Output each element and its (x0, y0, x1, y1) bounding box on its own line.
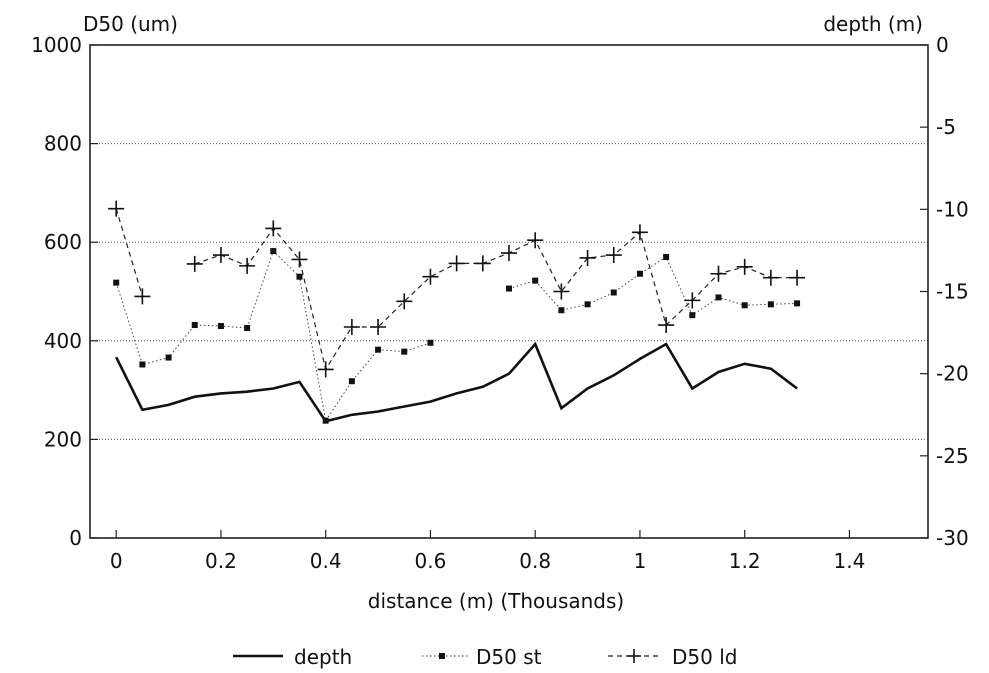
legend-item-d50-ld: D50 ld (608, 645, 737, 669)
series-line-depth (115, 341, 798, 423)
series-line-d50-ld (115, 208, 798, 371)
point-d50-st-12 (427, 339, 434, 346)
x-tick-label-0.6: 0.6 (415, 549, 447, 573)
point-d50-st-9 (348, 378, 355, 385)
point-d50-ld-6 (265, 220, 282, 237)
point-d50-st-6 (270, 248, 277, 255)
point-d50-st-15 (506, 285, 512, 292)
point-d50-st-3 (191, 322, 198, 329)
point-d50-ld-21 (658, 317, 675, 334)
y-left-tick-label-600: 600 (44, 230, 82, 254)
x-tick-label-1.4: 1.4 (834, 549, 866, 573)
y-right-tick-label--5: -5 (936, 115, 956, 139)
point-d50-st-20 (636, 270, 643, 277)
point-d50-ld-19 (605, 247, 622, 264)
point-d50-ld-4 (212, 247, 229, 264)
tick-labels: 0 200 400 600 800 1000 0 -5 -10 -15 -20 -25 -30 0 0.2 0… (31, 33, 969, 573)
y-right-tick-label--25: -25 (936, 444, 969, 468)
point-d50-ld-20 (631, 224, 648, 241)
legend: depth D50 st D50 ld (233, 645, 737, 669)
tick-marks (90, 44, 928, 539)
point-d50-ld-12 (422, 268, 439, 285)
legend-marker-d50-ld (627, 649, 641, 663)
point-d50-ld-26 (789, 269, 806, 286)
point-d50-st-22 (689, 312, 696, 319)
x-tick-label-1.2: 1.2 (729, 549, 761, 573)
y-right-axis-title: depth (m) (823, 12, 923, 36)
y-left-axis-title: D50 (um) (83, 12, 178, 36)
point-d50-st-26 (794, 300, 801, 307)
point-d50-st-2 (165, 354, 172, 361)
x-axis-title: distance (m) (Thousands) (368, 589, 624, 613)
point-d50-ld-1 (134, 288, 151, 305)
legend-item-d50-st: D50 st (422, 645, 542, 669)
point-d50-st-1 (139, 361, 146, 368)
point-d50-st-8 (322, 417, 329, 424)
point-d50-ld-14 (474, 255, 491, 272)
point-d50-st-16 (532, 277, 539, 284)
point-d50-ld-16 (527, 232, 544, 249)
point-d50-ld-3 (186, 255, 203, 272)
x-tick-label-0.2: 0.2 (205, 549, 237, 573)
legend-item-depth: depth (233, 645, 352, 669)
y-right-tick-label--30: -30 (936, 526, 969, 550)
point-d50-ld-9 (343, 318, 360, 335)
legend-marker-d50-st (439, 653, 445, 659)
point-d50-st-5 (244, 324, 251, 331)
point-d50-ld-0 (108, 200, 125, 217)
point-d50-st-23 (715, 294, 722, 301)
y-left-tick-label-1000: 1000 (31, 33, 82, 57)
y-right-tick-label--20: -20 (936, 362, 969, 386)
point-d50-st-18 (584, 301, 591, 308)
legend-label-d50-ld: D50 ld (672, 645, 737, 669)
point-d50-st-21 (663, 253, 670, 260)
x-tick-label-0: 0 (110, 549, 123, 573)
legend-label-d50-st: D50 st (476, 645, 542, 669)
point-d50-ld-11 (396, 293, 413, 310)
point-d50-st-17 (558, 307, 565, 314)
legend-label-depth: depth (294, 645, 352, 669)
x-tick-label-0.4: 0.4 (310, 549, 342, 573)
point-d50-st-4 (217, 323, 224, 330)
point-d50-ld-22 (684, 292, 701, 309)
y-right-tick-label-0: 0 (936, 33, 949, 57)
point-d50-st-7 (296, 273, 303, 280)
series-line-d50-st (115, 250, 798, 423)
y-left-tick-label-400: 400 (44, 329, 82, 353)
point-d50-ld-13 (448, 255, 465, 272)
point-d50-st-19 (610, 289, 617, 296)
point-d50-ld-25 (762, 269, 779, 286)
point-d50-st-10 (375, 346, 382, 353)
y-left-tick-label-200: 200 (44, 427, 82, 451)
y-right-tick-label--10: -10 (936, 197, 969, 221)
point-d50-ld-5 (239, 257, 256, 274)
point-d50-ld-23 (710, 265, 727, 282)
point-d50-st-25 (767, 301, 774, 308)
point-d50-ld-8 (317, 361, 334, 378)
series-layer (108, 200, 806, 424)
y-left-tick-label-800: 800 (44, 132, 82, 156)
y-left-tick-label-0: 0 (69, 526, 82, 550)
x-tick-label-0.8: 0.8 (519, 549, 551, 573)
point-d50-ld-15 (501, 245, 517, 262)
point-d50-ld-7 (291, 251, 308, 268)
y-right-tick-label--15: -15 (936, 280, 969, 304)
point-d50-st-11 (401, 348, 408, 355)
point-d50-ld-18 (579, 249, 596, 266)
point-d50-st-0 (113, 279, 120, 286)
point-d50-ld-10 (370, 318, 387, 335)
point-d50-st-24 (741, 302, 748, 309)
point-d50-ld-17 (553, 283, 570, 300)
x-tick-label-1: 1 (634, 549, 647, 573)
point-d50-ld-24 (736, 258, 753, 275)
